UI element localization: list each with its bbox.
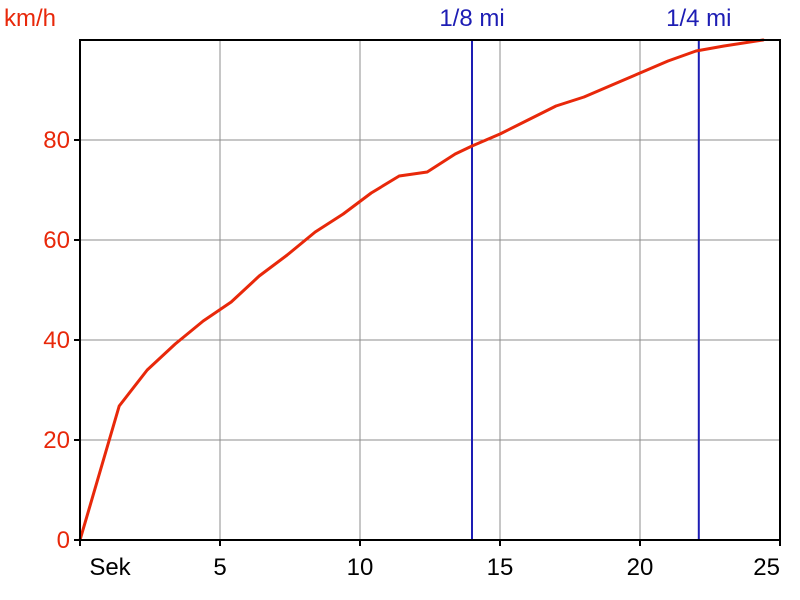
y-axis-label: km/h: [4, 5, 56, 32]
speed-data-point: [174, 343, 176, 345]
y-tick-label: 20: [43, 427, 70, 454]
speed-series-line: [80, 40, 763, 540]
x-tick-label: 15: [487, 554, 514, 581]
x-axis-ticks: Sek 5 10 15 20 25: [80, 540, 780, 581]
distance-marker-label: 1/8 mi: [439, 5, 504, 32]
x-tick-label: Sek: [89, 554, 131, 581]
distance-markers: 1/8 mi 1/4 mi: [439, 5, 731, 540]
speed-data-point: [583, 96, 585, 98]
series-layer: [79, 39, 765, 541]
speed-data-point: [286, 254, 288, 256]
speed-data-point: [471, 145, 473, 147]
speed-data-point: [426, 171, 428, 173]
speed-data-point: [639, 72, 641, 74]
distance-marker-label: 1/4 mi: [666, 5, 731, 32]
speed-data-point: [230, 301, 232, 303]
speed-data-point: [314, 231, 316, 233]
speed-data-point: [527, 119, 529, 121]
grid: [80, 40, 780, 540]
x-tick-label: 5: [213, 554, 226, 581]
y-tick-label: 40: [43, 327, 70, 354]
speed-data-point: [398, 175, 400, 177]
x-tick-label: 20: [627, 554, 654, 581]
speed-data-point: [370, 192, 372, 194]
x-tick-label: 25: [753, 554, 780, 581]
speed-data-point: [202, 320, 204, 322]
speed-data-point: [454, 153, 456, 155]
speed-data-point: [667, 60, 669, 62]
y-tick-label: 60: [43, 227, 70, 254]
y-tick-label: 0: [57, 527, 70, 554]
speed-data-point: [258, 275, 260, 277]
speed-data-point: [342, 213, 344, 215]
speed-data-point: [146, 369, 148, 371]
speed-data-point: [695, 50, 697, 52]
speed-data-point: [611, 84, 613, 86]
plot-frame: [80, 40, 780, 540]
y-tick-label: 80: [43, 127, 70, 154]
y-axis-ticks: 0 20 40 60 80: [43, 127, 80, 554]
speed-data-point: [118, 405, 120, 407]
speed-data-point: [555, 105, 557, 107]
speed-data-point: [499, 133, 501, 135]
speed-data-point: [723, 45, 725, 47]
x-tick-label: 10: [347, 554, 374, 581]
